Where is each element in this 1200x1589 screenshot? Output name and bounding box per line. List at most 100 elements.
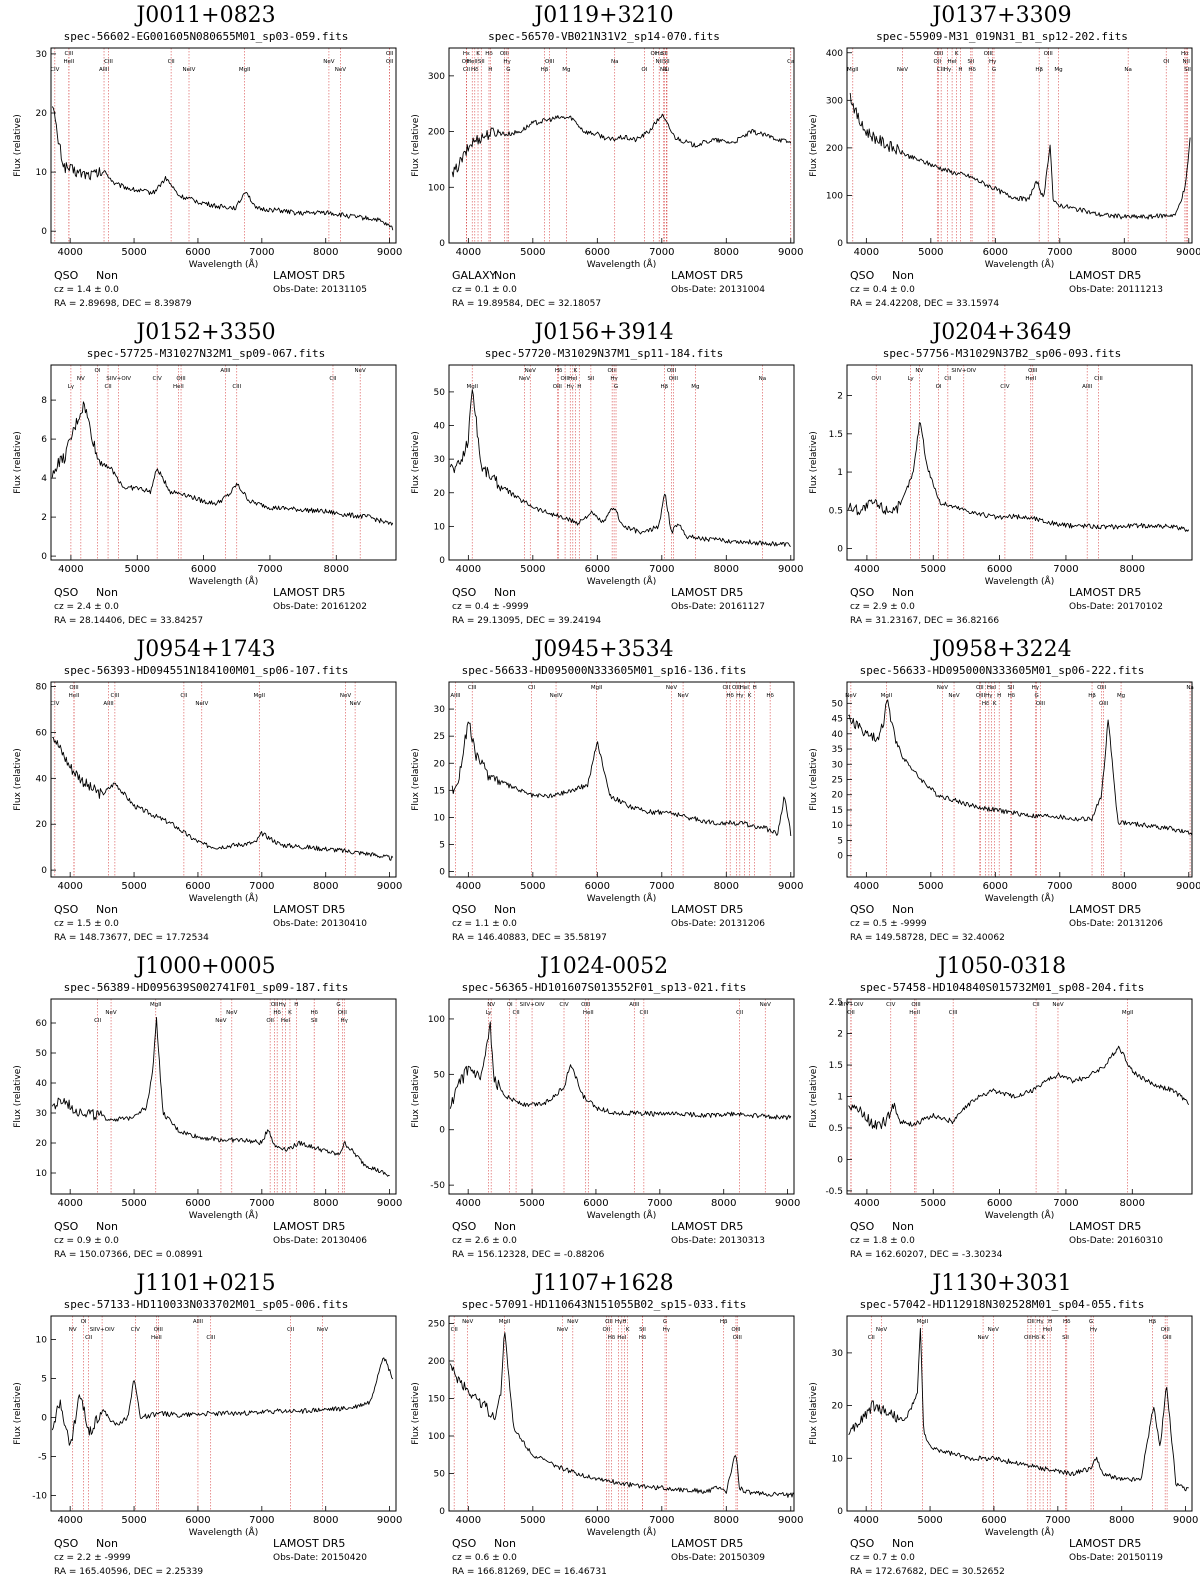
x-tick-label: 8000 — [313, 247, 338, 258]
line-label: CII — [463, 67, 470, 73]
x-axis-label: Wavelength (Å) — [189, 1209, 258, 1221]
line-label: CII — [451, 1327, 458, 1333]
line-label: Hβ — [661, 384, 669, 390]
y-tick-label: 8 — [41, 396, 47, 406]
line-label: SIIV+OIV — [520, 1002, 545, 1008]
x-tick-label: 4000 — [456, 564, 481, 575]
object-name: J1101+0215 — [136, 1271, 276, 1296]
line-label: K — [1041, 1335, 1045, 1341]
y-tick-label: 50 — [434, 1470, 446, 1480]
object-class: QSO — [54, 903, 79, 916]
fits-filename: spec-56633-HD095000N333605M01_sp16-136.f… — [461, 664, 747, 677]
line-label: HeI — [617, 1335, 627, 1341]
plot-frame — [448, 47, 795, 244]
object-name: J0011+0823 — [136, 3, 276, 28]
line-label: Na — [611, 59, 619, 65]
survey-name: LAMOST DR5 — [1069, 903, 1142, 916]
line-label: AlIII — [1082, 384, 1093, 390]
line-label: Mg — [691, 384, 699, 390]
line-label: OIII — [608, 368, 618, 374]
y-tick-label: -50 — [430, 1181, 445, 1191]
x-tick-label: 8000 — [714, 247, 739, 258]
y-tick-label: 20 — [434, 489, 446, 499]
line-label: OII — [933, 59, 941, 65]
coordinates: RA = 172.67682, DEC = 30.52652 — [850, 1567, 1005, 1577]
x-tick-label: 5000 — [125, 564, 150, 575]
y-tick-label: 50 — [434, 1070, 446, 1080]
y-tick-label: 40 — [832, 730, 844, 740]
line-label: OIII — [934, 51, 944, 57]
x-tick-label: 8000 — [1120, 1198, 1145, 1209]
line-label: Hγ — [610, 376, 618, 382]
x-tick-label: 4000 — [854, 881, 879, 892]
redshift-readout: cz = 0.4 ± -9999 — [452, 602, 529, 612]
line-label: NV — [69, 1327, 77, 1333]
line-label: HeI — [987, 685, 997, 691]
coordinates: RA = 166.81269, DEC = 16.46731 — [452, 1567, 607, 1577]
line-label: NeIV — [550, 693, 563, 699]
y-tick-label: 20 — [832, 791, 844, 801]
line-label: NeV — [948, 693, 959, 699]
object-class: QSO — [54, 1220, 79, 1233]
y-tick-label: 35 — [832, 745, 843, 755]
x-tick-label: 6000 — [987, 1198, 1012, 1209]
obs-date: Obs-Date: 20130313 — [671, 1236, 765, 1246]
x-tick-label: 8000 — [1112, 247, 1137, 258]
y-tick-label: -5 — [38, 1452, 47, 1462]
survey-name: LAMOST DR5 — [671, 269, 744, 282]
line-label: SIIV+OIV — [90, 1327, 115, 1333]
y-tick-label: 5 — [41, 1374, 47, 1384]
x-tick-label: 7000 — [649, 247, 674, 258]
x-tick-label: 7000 — [647, 1198, 672, 1209]
y-tick-label: 15 — [832, 806, 843, 816]
x-tick-label: 6000 — [185, 1515, 210, 1526]
line-label: OIII — [176, 376, 186, 382]
line-label: CII — [944, 376, 951, 382]
x-tick-label: 9000 — [775, 1198, 800, 1209]
x-tick-label: 8000 — [714, 881, 739, 892]
plot-frame — [50, 364, 397, 561]
obs-date: Obs-Date: 20170102 — [1069, 602, 1163, 612]
line-label: Hγ — [985, 693, 993, 699]
object-subclass: Non — [892, 1537, 914, 1550]
line-label: H — [958, 67, 962, 73]
spectrum-series — [847, 422, 1190, 532]
y-tick-label: 45 — [832, 715, 843, 725]
line-label: NeV — [666, 685, 677, 691]
spectrum-series — [848, 1327, 1189, 1492]
line-label: CII — [1033, 1002, 1040, 1008]
obs-date: Obs-Date: 20131206 — [671, 919, 765, 929]
object-name: J1024-0052 — [539, 954, 669, 979]
x-tick-label: 4000 — [57, 1515, 82, 1526]
y-tick-label: 10 — [36, 1335, 48, 1345]
line-label: OII — [1024, 1335, 1032, 1341]
line-label: NeV — [323, 59, 334, 65]
y-tick-label: 0 — [439, 1126, 445, 1136]
obs-date: Obs-Date: 20160310 — [1069, 1236, 1163, 1246]
object-class: QSO — [850, 1537, 875, 1550]
line-label: CII — [105, 384, 112, 390]
survey-name: LAMOST DR5 — [1069, 1537, 1142, 1550]
line-label: OII — [847, 1010, 855, 1016]
x-tick-label: 5000 — [121, 1515, 146, 1526]
y-tick-label: 400 — [826, 49, 843, 59]
y-tick-label: 0 — [439, 868, 445, 878]
line-label: HeI — [1043, 1327, 1053, 1333]
plot-frame — [50, 998, 397, 1195]
line-label: NeV — [760, 1002, 771, 1008]
line-label: CIII — [104, 59, 113, 65]
line-label: OI — [650, 51, 656, 57]
redshift-readout: cz = 2.2 ± -9999 — [54, 1553, 131, 1563]
survey-name: LAMOST DR5 — [671, 586, 744, 599]
object-name: J0954+1743 — [136, 637, 276, 662]
line-label: SIIV+OIV — [106, 376, 131, 382]
line-label: CIV — [886, 1002, 895, 1008]
x-tick-label: 6000 — [583, 1198, 608, 1209]
object-class: QSO — [850, 903, 875, 916]
y-tick-label: 1.5 — [829, 430, 843, 440]
line-label: Hγ — [944, 67, 952, 73]
